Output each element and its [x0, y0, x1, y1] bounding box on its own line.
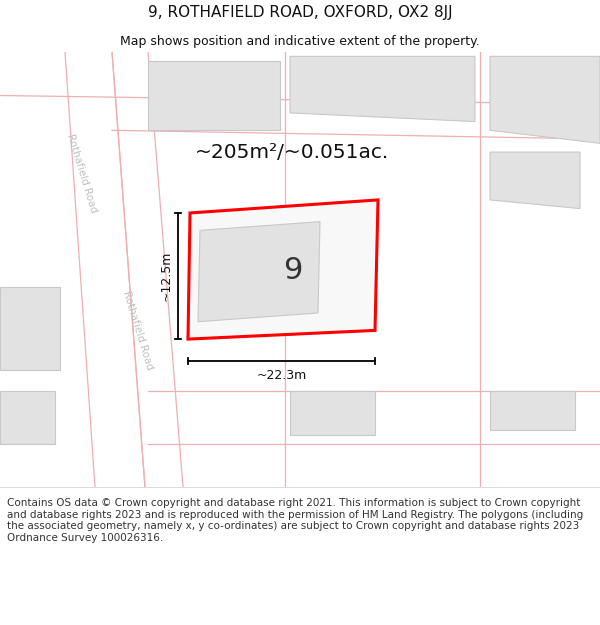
Text: Rothafield Road: Rothafield Road — [65, 133, 99, 214]
Text: ~12.5m: ~12.5m — [160, 251, 173, 301]
Polygon shape — [148, 61, 280, 130]
Polygon shape — [0, 287, 60, 369]
Text: 9: 9 — [283, 256, 302, 285]
Text: Contains OS data © Crown copyright and database right 2021. This information is : Contains OS data © Crown copyright and d… — [7, 498, 583, 543]
Polygon shape — [490, 56, 600, 143]
Polygon shape — [490, 391, 575, 431]
Text: 9, ROTHAFIELD ROAD, OXFORD, OX2 8JJ: 9, ROTHAFIELD ROAD, OXFORD, OX2 8JJ — [148, 6, 452, 21]
Text: Rothafield Road: Rothafield Road — [121, 289, 155, 371]
Text: ~205m²/~0.051ac.: ~205m²/~0.051ac. — [195, 142, 389, 161]
Polygon shape — [290, 391, 375, 435]
Polygon shape — [198, 222, 320, 322]
Polygon shape — [290, 56, 475, 122]
Polygon shape — [490, 152, 580, 209]
Polygon shape — [0, 391, 55, 444]
Text: ~22.3m: ~22.3m — [256, 369, 307, 382]
Polygon shape — [188, 200, 378, 339]
Text: Map shows position and indicative extent of the property.: Map shows position and indicative extent… — [120, 35, 480, 48]
